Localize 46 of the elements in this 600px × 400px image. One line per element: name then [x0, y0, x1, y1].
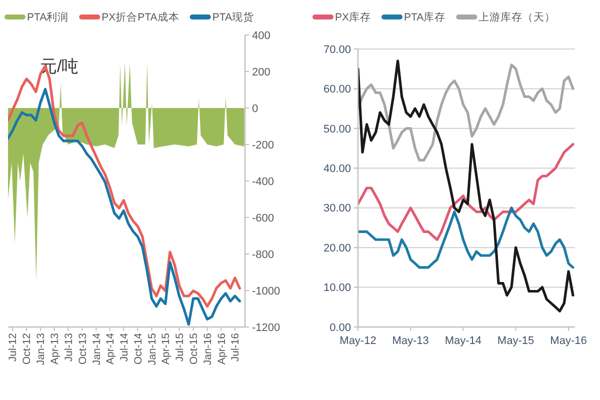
x-tick-label: May-15 [497, 335, 534, 347]
y-tick-label: -600 [252, 212, 274, 224]
x-tick-label: Jul-13 [62, 332, 75, 362]
x-tick-label: Jul-16 [230, 332, 242, 362]
y-tick-label: 40.00 [323, 162, 351, 175]
x-tick-label: May-16 [550, 335, 587, 347]
x-tick-label: Jan-16 [202, 332, 214, 366]
y-tick-label: 60.00 [323, 84, 351, 96]
y-tick-label: 400 [252, 30, 270, 42]
y-tick-label: 0.00 [330, 322, 351, 334]
legend-label: PTA现货 [212, 12, 254, 24]
x-tick-label: Jan-13 [35, 332, 48, 366]
x-tick-label: Jul-14 [118, 332, 130, 362]
x-tick-label: Apr-16 [216, 332, 228, 365]
y-tick-label: -1200 [252, 322, 280, 334]
x-tick-label: Oct-14 [132, 332, 144, 365]
x-tick-label: Oct-12 [21, 332, 34, 365]
x-tick-label: Jul-12 [7, 332, 20, 362]
x-tick-label: May-13 [392, 335, 429, 347]
x-tick-label: Jan-14 [90, 332, 103, 366]
x-tick-label: Apr-13 [48, 332, 61, 365]
legend-label: PTA利润 [27, 10, 69, 24]
y-tick-label: 70.00 [323, 44, 351, 56]
y-tick-label: 50.00 [323, 123, 351, 136]
y-tick-label: 200 [252, 66, 270, 78]
legend-label: PTA库存 [404, 10, 446, 24]
x-tick-label: Jul-15 [174, 332, 186, 362]
y-tick-label: 20.00 [323, 242, 351, 254]
legend-label: PX折合PTA成本 [102, 10, 180, 24]
x-tick-label: Jan-15 [146, 332, 158, 366]
x-tick-label: Oct-13 [76, 332, 89, 365]
x-tick-label: Oct-15 [188, 332, 200, 365]
legend-label: PX库存 [335, 10, 372, 24]
y-tick-label: -800 [252, 248, 274, 261]
x-tick-label: May-12 [340, 335, 376, 347]
x-tick-label: May-14 [444, 335, 482, 347]
y-tick-label: 30.00 [323, 202, 351, 215]
y-tick-label: 10.00 [323, 282, 351, 294]
x-tick-label: Apr-15 [160, 332, 172, 365]
legend: PTA利润 [4, 12, 69, 24]
y-tick-label: -1000 [252, 285, 280, 298]
legend-label: 上游库存（天） [478, 10, 556, 24]
y-tick-label: -400 [252, 176, 274, 188]
x-tick-label: Apr-14 [104, 332, 117, 365]
y-tick-label: -200 [252, 139, 274, 152]
y-tick-label: 0 [252, 102, 258, 115]
